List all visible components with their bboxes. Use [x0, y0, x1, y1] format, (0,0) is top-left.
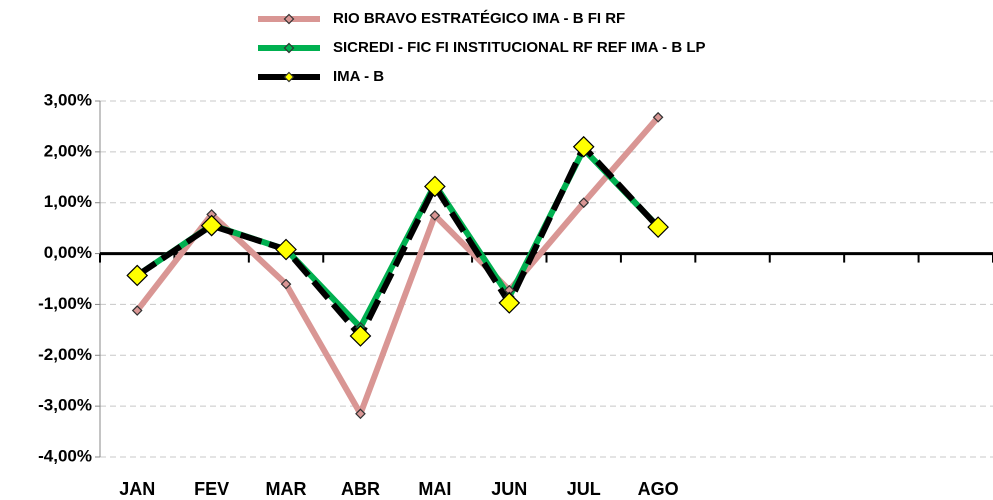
y-tick-label: -2,00% [38, 345, 92, 364]
legend-label: RIO BRAVO ESTRATÉGICO IMA - B FI RF [333, 10, 625, 27]
marker [578, 197, 590, 209]
series-line [135, 146, 661, 331]
x-tick-label: JAN [119, 479, 155, 499]
y-tick-label: 2,00% [44, 141, 92, 160]
marker [200, 214, 223, 237]
marker [572, 135, 595, 158]
marker [498, 292, 521, 314]
x-tick-label: FEV [194, 479, 229, 499]
legend-marker [283, 42, 295, 54]
legend-label: SICREDI - FIC FI INSTITUCIONAL RF REF IM… [333, 39, 706, 56]
marker [429, 210, 441, 221]
legend-label: IMA - B [333, 68, 384, 85]
series-line [135, 143, 661, 339]
x-tick-label: JUN [491, 479, 527, 499]
y-tick-label: -4,00% [38, 446, 92, 465]
marker [647, 216, 669, 238]
y-tick-label: -1,00% [38, 294, 92, 313]
legend-marker [283, 71, 295, 83]
x-tick-label: ABR [341, 479, 380, 499]
y-tick-label: 3,00% [44, 90, 92, 109]
x-tick-label: JUL [567, 479, 601, 499]
marker [349, 325, 372, 347]
marker [131, 305, 143, 316]
y-tick-label: -3,00% [38, 396, 92, 415]
marker [424, 175, 446, 198]
y-tick-label: 0,00% [44, 243, 92, 262]
x-tick-label: MAI [418, 479, 451, 499]
legend-marker [283, 13, 295, 25]
x-tick-label: MAR [266, 479, 307, 499]
y-tick-label: 1,00% [44, 192, 92, 211]
marker [355, 408, 366, 420]
x-tick-label: AGO [638, 479, 679, 499]
marker [275, 238, 297, 261]
marker [652, 111, 664, 123]
marker [280, 278, 292, 290]
marker [126, 264, 149, 287]
